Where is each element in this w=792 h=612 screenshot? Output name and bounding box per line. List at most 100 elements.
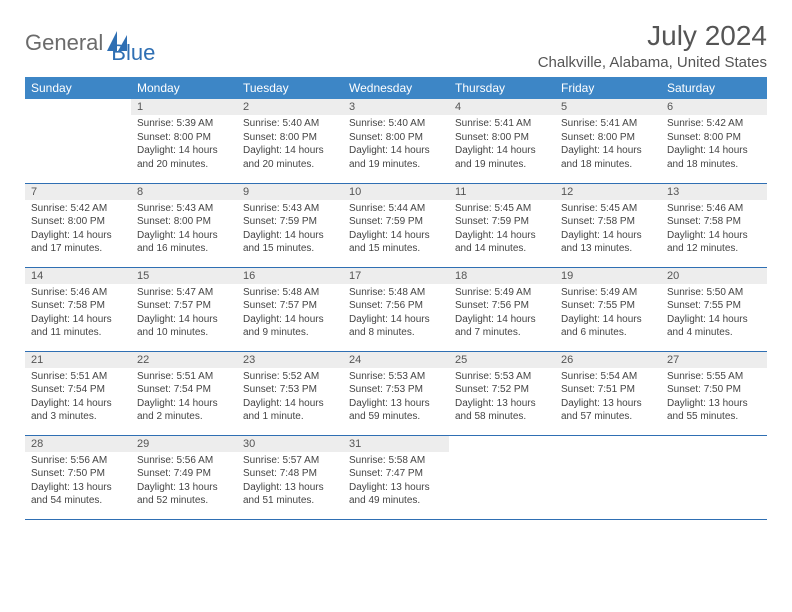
day-body: Sunrise: 5:43 AMSunset: 8:00 PMDaylight:…	[131, 200, 237, 260]
day-cell: 18Sunrise: 5:49 AMSunset: 7:56 PMDayligh…	[449, 267, 555, 351]
weekday-header: Tuesday	[237, 77, 343, 99]
day-cell: 11Sunrise: 5:45 AMSunset: 7:59 PMDayligh…	[449, 183, 555, 267]
weekday-header: Sunday	[25, 77, 131, 99]
title-block: July 2024 Chalkville, Alabama, United St…	[538, 20, 767, 71]
day-number: 3	[343, 99, 449, 115]
day-cell: 17Sunrise: 5:48 AMSunset: 7:56 PMDayligh…	[343, 267, 449, 351]
day-dl: Daylight: 13 hours and 58 minutes.	[455, 397, 549, 424]
day-ss: Sunset: 7:54 PM	[31, 383, 125, 397]
day-number: 27	[661, 352, 767, 368]
weekday-header: Monday	[131, 77, 237, 99]
day-ss: Sunset: 7:59 PM	[243, 215, 337, 229]
day-sr: Sunrise: 5:51 AM	[31, 370, 125, 384]
day-ss: Sunset: 7:55 PM	[667, 299, 761, 313]
day-body: Sunrise: 5:41 AMSunset: 8:00 PMDaylight:…	[555, 115, 661, 175]
day-sr: Sunrise: 5:42 AM	[31, 202, 125, 216]
day-cell: 9Sunrise: 5:43 AMSunset: 7:59 PMDaylight…	[237, 183, 343, 267]
day-ss: Sunset: 7:53 PM	[349, 383, 443, 397]
weekday-header: Friday	[555, 77, 661, 99]
week-row: 21Sunrise: 5:51 AMSunset: 7:54 PMDayligh…	[25, 351, 767, 435]
week-row: 28Sunrise: 5:56 AMSunset: 7:50 PMDayligh…	[25, 435, 767, 519]
day-sr: Sunrise: 5:56 AM	[31, 454, 125, 468]
day-ss: Sunset: 8:00 PM	[667, 131, 761, 145]
day-number: 26	[555, 352, 661, 368]
day-body: Sunrise: 5:54 AMSunset: 7:51 PMDaylight:…	[555, 368, 661, 428]
day-cell: 29Sunrise: 5:56 AMSunset: 7:49 PMDayligh…	[131, 435, 237, 519]
day-body: Sunrise: 5:42 AMSunset: 8:00 PMDaylight:…	[661, 115, 767, 175]
calendar-page: General Blue July 2024 Chalkville, Alaba…	[0, 0, 792, 540]
day-ss: Sunset: 8:00 PM	[455, 131, 549, 145]
day-dl: Daylight: 14 hours and 16 minutes.	[137, 229, 231, 256]
day-ss: Sunset: 7:47 PM	[349, 467, 443, 481]
day-dl: Daylight: 14 hours and 4 minutes.	[667, 313, 761, 340]
day-cell: 14Sunrise: 5:46 AMSunset: 7:58 PMDayligh…	[25, 267, 131, 351]
day-sr: Sunrise: 5:48 AM	[243, 286, 337, 300]
day-body: Sunrise: 5:49 AMSunset: 7:56 PMDaylight:…	[449, 284, 555, 344]
day-cell: 27Sunrise: 5:55 AMSunset: 7:50 PMDayligh…	[661, 351, 767, 435]
day-number: 15	[131, 268, 237, 284]
day-ss: Sunset: 7:55 PM	[561, 299, 655, 313]
day-number: 7	[25, 184, 131, 200]
day-cell: 20Sunrise: 5:50 AMSunset: 7:55 PMDayligh…	[661, 267, 767, 351]
day-number: 24	[343, 352, 449, 368]
day-sr: Sunrise: 5:46 AM	[667, 202, 761, 216]
day-dl: Daylight: 14 hours and 18 minutes.	[667, 144, 761, 171]
day-dl: Daylight: 14 hours and 3 minutes.	[31, 397, 125, 424]
day-cell: 25Sunrise: 5:53 AMSunset: 7:52 PMDayligh…	[449, 351, 555, 435]
day-dl: Daylight: 14 hours and 19 minutes.	[455, 144, 549, 171]
day-cell: 23Sunrise: 5:52 AMSunset: 7:53 PMDayligh…	[237, 351, 343, 435]
day-number: 9	[237, 184, 343, 200]
day-number: 12	[555, 184, 661, 200]
day-dl: Daylight: 14 hours and 20 minutes.	[243, 144, 337, 171]
day-sr: Sunrise: 5:41 AM	[561, 117, 655, 131]
day-body: Sunrise: 5:48 AMSunset: 7:57 PMDaylight:…	[237, 284, 343, 344]
day-number: 20	[661, 268, 767, 284]
day-dl: Daylight: 14 hours and 10 minutes.	[137, 313, 231, 340]
day-body: Sunrise: 5:47 AMSunset: 7:57 PMDaylight:…	[131, 284, 237, 344]
day-ss: Sunset: 7:49 PM	[137, 467, 231, 481]
day-sr: Sunrise: 5:52 AM	[243, 370, 337, 384]
day-cell: 3Sunrise: 5:40 AMSunset: 8:00 PMDaylight…	[343, 99, 449, 183]
day-dl: Daylight: 14 hours and 17 minutes.	[31, 229, 125, 256]
day-number: 16	[237, 268, 343, 284]
day-sr: Sunrise: 5:48 AM	[349, 286, 443, 300]
day-body: Sunrise: 5:39 AMSunset: 8:00 PMDaylight:…	[131, 115, 237, 175]
day-ss: Sunset: 7:50 PM	[667, 383, 761, 397]
day-cell: 4Sunrise: 5:41 AMSunset: 8:00 PMDaylight…	[449, 99, 555, 183]
day-ss: Sunset: 7:52 PM	[455, 383, 549, 397]
day-sr: Sunrise: 5:58 AM	[349, 454, 443, 468]
day-body: Sunrise: 5:46 AMSunset: 7:58 PMDaylight:…	[25, 284, 131, 344]
day-cell: 28Sunrise: 5:56 AMSunset: 7:50 PMDayligh…	[25, 435, 131, 519]
day-ss: Sunset: 7:53 PM	[243, 383, 337, 397]
day-sr: Sunrise: 5:56 AM	[137, 454, 231, 468]
logo-text-blue: Blue	[111, 40, 155, 66]
calendar-body: 1Sunrise: 5:39 AMSunset: 8:00 PMDaylight…	[25, 99, 767, 519]
day-sr: Sunrise: 5:45 AM	[561, 202, 655, 216]
day-body: Sunrise: 5:49 AMSunset: 7:55 PMDaylight:…	[555, 284, 661, 344]
day-cell: 15Sunrise: 5:47 AMSunset: 7:57 PMDayligh…	[131, 267, 237, 351]
day-ss: Sunset: 7:59 PM	[349, 215, 443, 229]
day-number: 4	[449, 99, 555, 115]
day-cell: 26Sunrise: 5:54 AMSunset: 7:51 PMDayligh…	[555, 351, 661, 435]
weekday-header: Wednesday	[343, 77, 449, 99]
day-ss: Sunset: 7:56 PM	[349, 299, 443, 313]
day-ss: Sunset: 8:00 PM	[31, 215, 125, 229]
day-dl: Daylight: 14 hours and 15 minutes.	[349, 229, 443, 256]
day-dl: Daylight: 14 hours and 1 minute.	[243, 397, 337, 424]
day-ss: Sunset: 7:57 PM	[243, 299, 337, 313]
day-dl: Daylight: 13 hours and 51 minutes.	[243, 481, 337, 508]
day-sr: Sunrise: 5:54 AM	[561, 370, 655, 384]
calendar-table: SundayMondayTuesdayWednesdayThursdayFrid…	[25, 77, 767, 520]
day-number: 22	[131, 352, 237, 368]
day-body: Sunrise: 5:58 AMSunset: 7:47 PMDaylight:…	[343, 452, 449, 512]
day-body: Sunrise: 5:46 AMSunset: 7:58 PMDaylight:…	[661, 200, 767, 260]
day-dl: Daylight: 14 hours and 8 minutes.	[349, 313, 443, 340]
day-dl: Daylight: 13 hours and 49 minutes.	[349, 481, 443, 508]
day-number: 25	[449, 352, 555, 368]
day-cell: 2Sunrise: 5:40 AMSunset: 8:00 PMDaylight…	[237, 99, 343, 183]
day-cell	[555, 435, 661, 519]
day-dl: Daylight: 14 hours and 14 minutes.	[455, 229, 549, 256]
weekday-header: Saturday	[661, 77, 767, 99]
day-cell: 8Sunrise: 5:43 AMSunset: 8:00 PMDaylight…	[131, 183, 237, 267]
day-number: 2	[237, 99, 343, 115]
